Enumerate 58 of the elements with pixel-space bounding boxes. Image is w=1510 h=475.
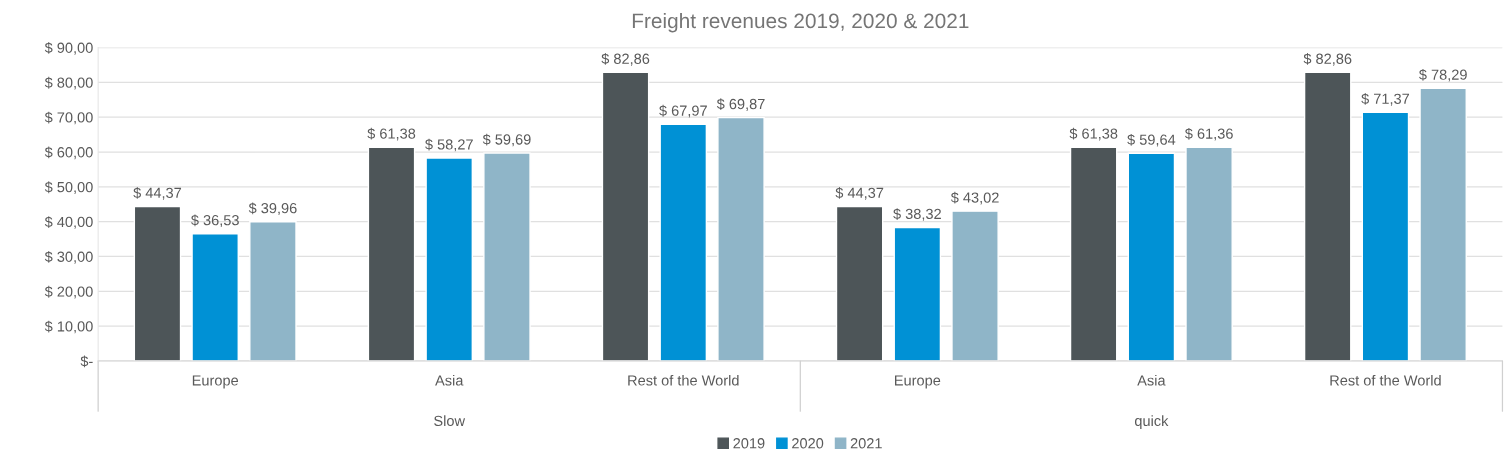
y-tick-label: $ 50,00 bbox=[44, 181, 93, 194]
data-label: $ 43,02 bbox=[950, 191, 999, 205]
y-tick-label: $- bbox=[80, 355, 93, 368]
legend-label: 2021 bbox=[850, 438, 882, 449]
x-tick-label: Europe bbox=[895, 375, 941, 389]
bar bbox=[1127, 152, 1176, 361]
data-label: $ 36,53 bbox=[191, 214, 239, 228]
data-label: $ 44,37 bbox=[835, 187, 884, 200]
data-label: $ 71,37 bbox=[1361, 93, 1410, 106]
bar bbox=[191, 233, 239, 361]
chart-title: Freight revenues 2019, 2020 & 2021 bbox=[632, 12, 969, 33]
text: quick bbox=[1134, 415, 1169, 429]
bar bbox=[367, 146, 416, 361]
data-label: $ 59,64 bbox=[1127, 133, 1176, 147]
bar bbox=[893, 226, 942, 361]
data-label: $ 38,32 bbox=[893, 208, 941, 221]
x-tick-label: Europe bbox=[192, 375, 239, 389]
bar bbox=[601, 71, 650, 361]
data-label: $ 82,86 bbox=[1303, 52, 1352, 66]
bar bbox=[133, 205, 182, 361]
legend-label: 2019 bbox=[733, 438, 765, 449]
bar bbox=[1303, 71, 1352, 361]
bar bbox=[249, 221, 297, 361]
y-tick-label: $ 20,00 bbox=[44, 285, 93, 299]
bar bbox=[1419, 87, 1467, 361]
bar bbox=[1185, 146, 1233, 361]
bar bbox=[1361, 111, 1410, 361]
data-label: $ 67,97 bbox=[659, 104, 707, 118]
data-label: $ 59,69 bbox=[482, 133, 531, 147]
y-tick-label: $ 80,00 bbox=[44, 76, 93, 90]
x-tick-label: Asia bbox=[435, 374, 464, 386]
bar bbox=[483, 152, 531, 361]
bar bbox=[717, 116, 765, 361]
y-tick-label: $ 10,00 bbox=[44, 320, 93, 334]
bar bbox=[951, 210, 999, 361]
x-tick-label: Rest of the World bbox=[628, 374, 739, 386]
bar bbox=[835, 205, 884, 361]
y-tick-label: $ 40,00 bbox=[44, 216, 93, 229]
y-tick-label: $ 70,00 bbox=[44, 111, 93, 125]
data-label: $ 61,38 bbox=[367, 127, 416, 141]
bar bbox=[659, 123, 708, 361]
y-tick-label: $ 60,00 bbox=[44, 146, 93, 160]
data-label: $ 61,36 bbox=[1184, 127, 1233, 141]
y-tick-label: $ 30,00 bbox=[44, 250, 93, 264]
x-tick-label: Rest of the World bbox=[1330, 374, 1441, 386]
bar bbox=[425, 157, 474, 361]
x-tick-label: Asia bbox=[1137, 374, 1166, 386]
text: Slow bbox=[434, 415, 466, 427]
data-label: $ 78,29 bbox=[1418, 68, 1467, 82]
data-label: $ 44,37 bbox=[133, 187, 182, 200]
bar bbox=[1069, 146, 1118, 361]
data-label: $ 58,27 bbox=[425, 138, 473, 152]
data-label: $ 82,86 bbox=[601, 52, 650, 66]
data-label: $ 39,96 bbox=[248, 202, 297, 216]
legend-label: 2020 bbox=[792, 438, 824, 449]
y-tick-label: $ 90,00 bbox=[44, 41, 93, 55]
data-label: $ 69,87 bbox=[716, 98, 765, 111]
data-label: $ 61,38 bbox=[1069, 127, 1118, 141]
